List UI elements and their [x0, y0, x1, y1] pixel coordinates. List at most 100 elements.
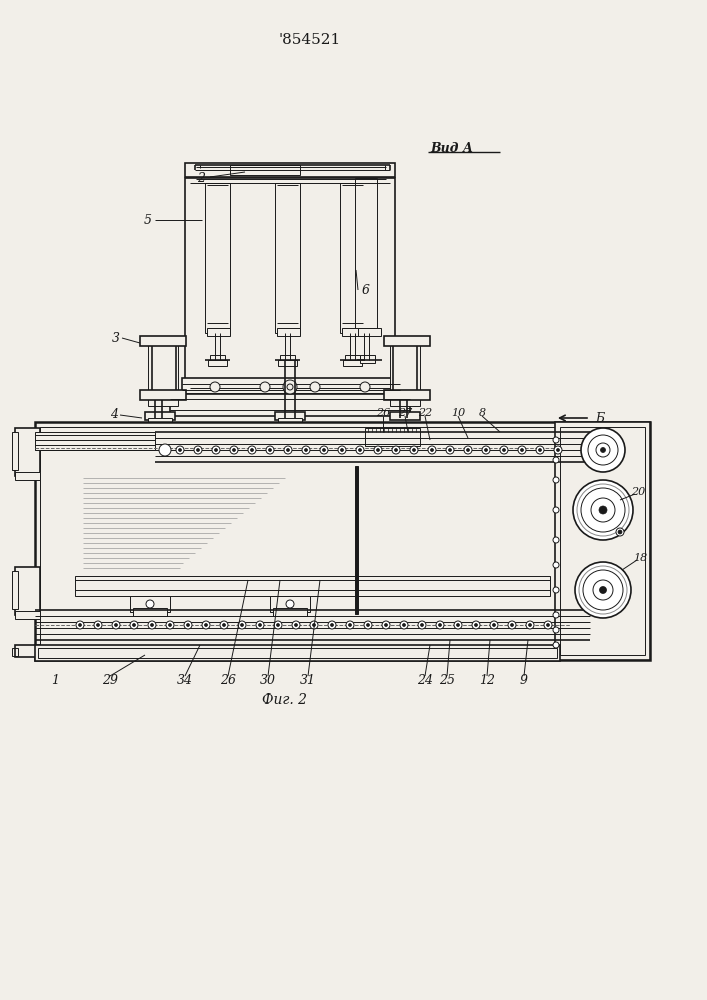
- Text: Фиг. 2: Фиг. 2: [262, 693, 308, 707]
- Bar: [133, 608, 167, 616]
- Circle shape: [250, 448, 254, 452]
- Circle shape: [581, 428, 625, 472]
- Circle shape: [322, 448, 325, 452]
- Circle shape: [436, 621, 444, 629]
- Circle shape: [168, 624, 172, 626]
- Bar: [12, 648, 18, 656]
- Bar: [145, 412, 175, 420]
- Circle shape: [256, 621, 264, 629]
- Circle shape: [553, 587, 559, 593]
- Text: 4: 4: [110, 408, 118, 422]
- Circle shape: [78, 624, 81, 626]
- Circle shape: [421, 624, 423, 626]
- Bar: [15, 472, 40, 480]
- Bar: [182, 378, 400, 394]
- Circle shape: [220, 621, 228, 629]
- Bar: [148, 418, 172, 426]
- Circle shape: [547, 624, 549, 626]
- Circle shape: [596, 443, 610, 457]
- Circle shape: [287, 384, 293, 390]
- Bar: [384, 390, 430, 400]
- Circle shape: [474, 624, 477, 626]
- Circle shape: [96, 624, 100, 626]
- Text: 26: 26: [220, 674, 236, 686]
- Bar: [365, 428, 420, 446]
- Circle shape: [526, 621, 534, 629]
- Text: 27: 27: [398, 408, 412, 418]
- Text: 9: 9: [520, 674, 528, 686]
- Circle shape: [575, 562, 631, 618]
- Circle shape: [187, 624, 189, 626]
- Bar: [35, 645, 560, 661]
- Circle shape: [464, 446, 472, 454]
- Circle shape: [238, 621, 246, 629]
- Bar: [130, 596, 170, 612]
- Circle shape: [210, 382, 220, 392]
- Bar: [230, 165, 300, 175]
- Circle shape: [402, 624, 406, 626]
- Circle shape: [328, 621, 336, 629]
- Text: 6: 6: [362, 284, 370, 296]
- Bar: [355, 178, 377, 328]
- Circle shape: [454, 621, 462, 629]
- Circle shape: [76, 621, 84, 629]
- Bar: [205, 183, 230, 333]
- Text: 3: 3: [112, 332, 120, 344]
- Circle shape: [330, 624, 334, 626]
- Circle shape: [472, 621, 480, 629]
- Circle shape: [395, 448, 397, 452]
- Circle shape: [431, 448, 433, 452]
- Circle shape: [553, 627, 559, 633]
- Bar: [277, 328, 300, 336]
- Circle shape: [490, 621, 498, 629]
- Text: 1: 1: [51, 674, 59, 686]
- Circle shape: [248, 446, 256, 454]
- Circle shape: [467, 448, 469, 452]
- Circle shape: [159, 444, 171, 456]
- Circle shape: [260, 382, 270, 392]
- Text: 22: 22: [418, 408, 432, 418]
- Circle shape: [518, 446, 526, 454]
- Circle shape: [446, 446, 454, 454]
- Circle shape: [284, 446, 292, 454]
- Circle shape: [233, 448, 235, 452]
- Circle shape: [600, 586, 607, 593]
- Circle shape: [240, 624, 243, 626]
- Circle shape: [573, 480, 633, 540]
- Circle shape: [428, 446, 436, 454]
- Text: 18: 18: [633, 553, 647, 563]
- Circle shape: [146, 600, 154, 608]
- Circle shape: [536, 446, 544, 454]
- Bar: [207, 328, 230, 336]
- Circle shape: [341, 448, 344, 452]
- Circle shape: [214, 448, 218, 452]
- Bar: [210, 355, 225, 363]
- Bar: [185, 163, 395, 177]
- Circle shape: [151, 624, 153, 626]
- Circle shape: [320, 446, 328, 454]
- Bar: [15, 611, 40, 619]
- Circle shape: [385, 624, 387, 626]
- Circle shape: [204, 624, 207, 626]
- Circle shape: [202, 621, 210, 629]
- Text: Б: Б: [595, 412, 604, 424]
- Circle shape: [338, 446, 346, 454]
- Circle shape: [520, 448, 523, 452]
- Circle shape: [600, 448, 605, 452]
- Text: 29: 29: [102, 674, 118, 686]
- Circle shape: [274, 621, 282, 629]
- Circle shape: [346, 621, 354, 629]
- Circle shape: [166, 621, 174, 629]
- Circle shape: [266, 446, 274, 454]
- Text: 26: 26: [376, 408, 390, 418]
- Circle shape: [556, 448, 559, 452]
- Circle shape: [360, 382, 370, 392]
- Bar: [390, 336, 420, 406]
- Bar: [208, 360, 227, 366]
- Bar: [275, 183, 300, 333]
- Circle shape: [364, 621, 372, 629]
- Bar: [340, 183, 365, 333]
- Bar: [343, 360, 362, 366]
- Circle shape: [178, 448, 182, 452]
- Circle shape: [553, 437, 559, 443]
